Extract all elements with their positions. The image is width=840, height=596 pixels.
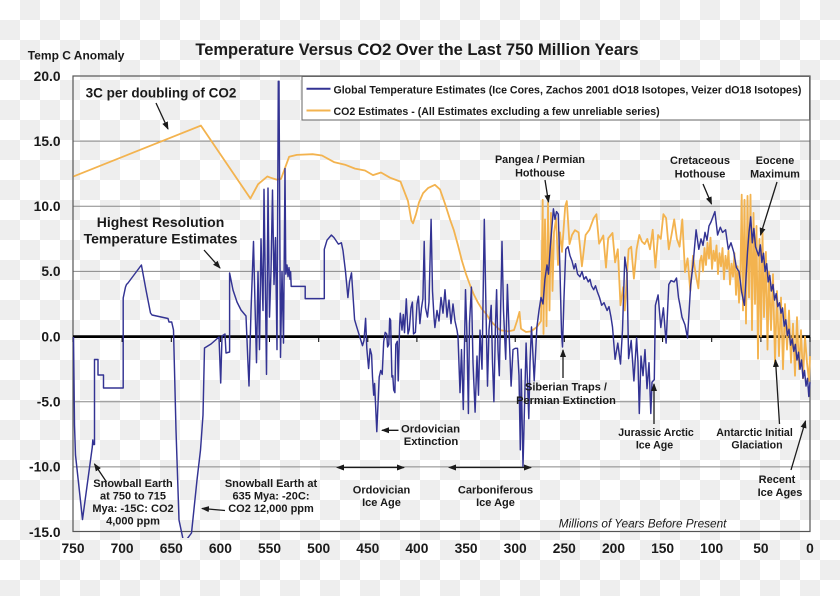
svg-text:Mya: -15C: CO2: Mya: -15C: CO2: [92, 503, 173, 515]
svg-text:Extinction: Extinction: [404, 436, 459, 448]
svg-text:Snowball Earth at: Snowball Earth at: [225, 478, 318, 490]
svg-text:500: 500: [307, 541, 330, 556]
svg-text:Permian Extinction: Permian Extinction: [516, 395, 616, 407]
svg-text:3C per doubling of CO2: 3C per doubling of CO2: [86, 86, 237, 101]
svg-text:20.0: 20.0: [34, 69, 61, 84]
svg-text:Antarctic Initial: Antarctic Initial: [716, 427, 793, 439]
svg-text:250: 250: [553, 541, 576, 556]
svg-text:CO2 12,000 ppm: CO2 12,000 ppm: [228, 503, 314, 515]
svg-text:Millions of Years Before Prese: Millions of Years Before Present: [559, 517, 727, 531]
svg-text:Recent: Recent: [759, 474, 796, 486]
svg-text:Hothouse: Hothouse: [675, 169, 726, 181]
svg-text:Ice Age: Ice Age: [476, 497, 515, 509]
svg-text:Maximum: Maximum: [750, 169, 800, 181]
svg-text:Temperature Estimates: Temperature Estimates: [84, 231, 238, 247]
svg-text:650: 650: [160, 541, 183, 556]
svg-text:Temperature Versus CO2 Over th: Temperature Versus CO2 Over the Last 750…: [195, 41, 638, 59]
svg-text:0.0: 0.0: [41, 329, 61, 344]
svg-text:-15.0: -15.0: [29, 525, 61, 540]
svg-text:450: 450: [356, 541, 379, 556]
svg-text:100: 100: [700, 541, 723, 556]
svg-text:350: 350: [455, 541, 478, 556]
svg-text:550: 550: [258, 541, 281, 556]
svg-text:Cretaceous: Cretaceous: [670, 155, 730, 167]
svg-text:15.0: 15.0: [34, 134, 61, 149]
svg-text:700: 700: [111, 541, 134, 556]
svg-text:CO2 Estimates - (All Estimates: CO2 Estimates - (All Estimates excluding…: [334, 106, 660, 118]
svg-text:600: 600: [209, 541, 232, 556]
svg-text:Eocene: Eocene: [756, 155, 794, 167]
svg-text:Ice Ages: Ice Ages: [758, 487, 803, 499]
svg-text:4,000 ppm: 4,000 ppm: [106, 516, 160, 528]
svg-text:-5.0: -5.0: [37, 395, 61, 410]
svg-text:635 Mya: -20C:: 635 Mya: -20C:: [232, 491, 309, 503]
svg-text:5.0: 5.0: [41, 264, 61, 279]
svg-text:at 750 to 715: at 750 to 715: [100, 491, 166, 503]
svg-text:-10.0: -10.0: [29, 460, 61, 475]
svg-text:Global Temperature Estimates (: Global Temperature Estimates (Ice Cores,…: [334, 84, 802, 96]
svg-text:200: 200: [602, 541, 625, 556]
svg-text:Highest Resolution: Highest Resolution: [97, 214, 225, 230]
svg-text:Snowball Earth: Snowball Earth: [93, 478, 173, 490]
svg-text:Glaciation: Glaciation: [731, 440, 782, 452]
svg-text:Ice Age: Ice Age: [636, 440, 673, 452]
svg-text:Carboniferous: Carboniferous: [458, 485, 533, 497]
svg-text:0: 0: [806, 541, 814, 556]
svg-text:Ordovician: Ordovician: [401, 424, 460, 436]
svg-text:10.0: 10.0: [34, 199, 61, 214]
svg-text:Hothouse: Hothouse: [515, 168, 565, 180]
svg-text:Jurassic Arctic: Jurassic Arctic: [618, 427, 694, 439]
svg-text:Siberian Traps /: Siberian Traps /: [525, 382, 607, 394]
svg-text:Temp C Anomaly: Temp C Anomaly: [28, 48, 125, 62]
svg-text:Ordovician: Ordovician: [353, 485, 411, 497]
svg-text:150: 150: [651, 541, 674, 556]
svg-text:50: 50: [753, 541, 769, 556]
svg-text:400: 400: [405, 541, 428, 556]
svg-text:Ice Age: Ice Age: [362, 497, 401, 509]
svg-text:750: 750: [61, 541, 84, 556]
svg-text:Pangea / Permian: Pangea / Permian: [495, 154, 585, 166]
svg-text:300: 300: [504, 541, 527, 556]
